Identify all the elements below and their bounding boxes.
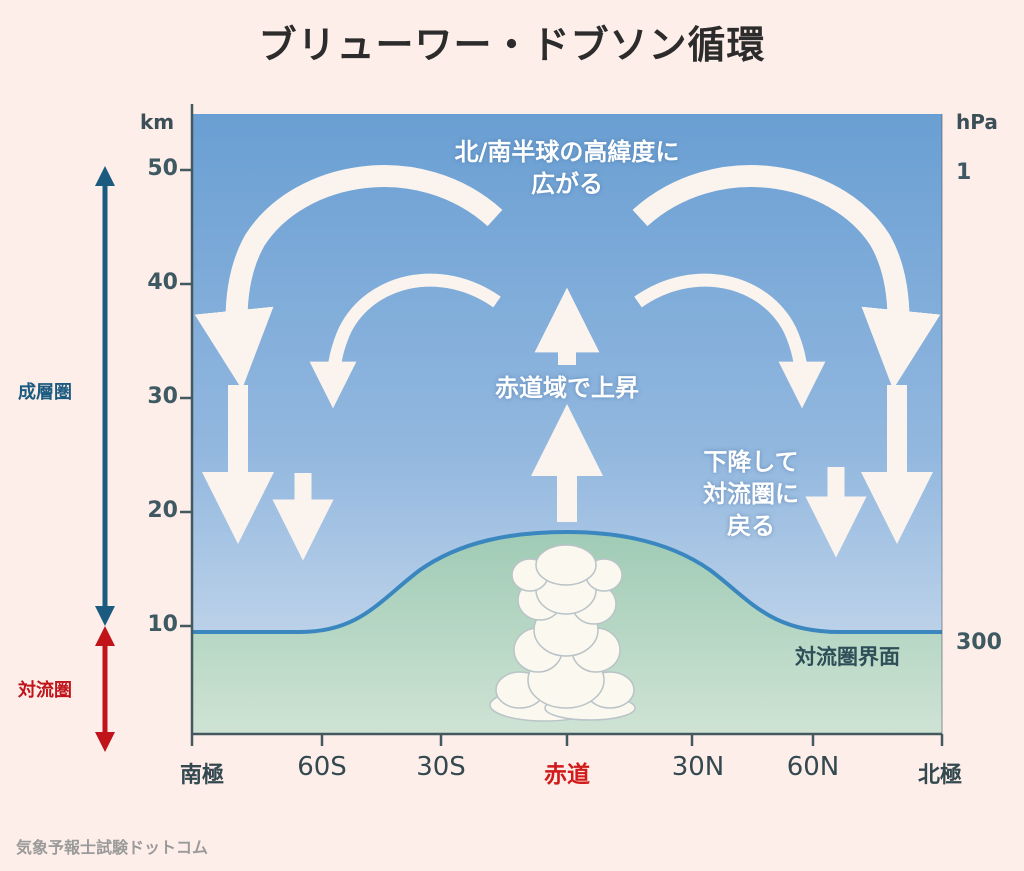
km-tick-50: 50 xyxy=(147,156,178,181)
x-label-equator: 赤道 xyxy=(544,762,590,788)
spread-line-2: 広がる xyxy=(531,170,603,198)
stratosphere-label: 成層圏 xyxy=(18,382,72,403)
x-ticks xyxy=(190,734,944,746)
outer-arc-north xyxy=(632,165,941,390)
troposphere-range-arrow xyxy=(95,626,115,752)
descend-annotation: 下降して 対流圏に 戻る xyxy=(676,446,826,542)
tropopause-line xyxy=(192,529,942,634)
km-tick-40: 40 xyxy=(147,270,178,295)
diagram-title: ブリューワー・ドブソン循環 xyxy=(258,23,766,67)
descend-line-2: 対流圏に xyxy=(703,480,799,508)
x-label-30s: 30S xyxy=(416,752,466,782)
x-label-south-pole: 南極 xyxy=(179,763,225,788)
footer-credit: 気象予報士試験ドットコム xyxy=(16,838,209,857)
tropopause-label: 対流圏界面 xyxy=(795,645,900,669)
outer-arc-south xyxy=(194,165,503,390)
stratosphere-range-arrow xyxy=(95,166,115,626)
circulation-arrows xyxy=(194,165,941,561)
rise-annotation: 赤道域で上昇 xyxy=(495,374,639,402)
spread-annotation: 北/南半球の高緯度に 広がる xyxy=(407,136,727,200)
x-label-60s: 60S xyxy=(297,752,347,782)
x-label-60n: 60N xyxy=(786,752,840,782)
km-unit-label: km xyxy=(140,110,175,134)
hpa-tick-300: 300 xyxy=(956,630,1002,655)
km-tick-20: 20 xyxy=(147,498,178,523)
cumulonimbus-cloud xyxy=(489,544,636,722)
x-label-north-pole: 北極 xyxy=(917,763,963,788)
inner-arc-south xyxy=(309,273,501,409)
x-label-30n: 30N xyxy=(671,752,725,782)
spread-line-1: 北/南半球の高緯度に xyxy=(454,138,680,166)
km-tick-30: 30 xyxy=(147,384,178,409)
troposphere-label: 対流圏 xyxy=(18,680,72,701)
descend-line-3: 戻る xyxy=(727,512,775,540)
hpa-unit-label: hPa xyxy=(956,110,998,134)
inner-arc-north xyxy=(634,273,826,409)
hpa-tick-1: 1 xyxy=(956,160,972,185)
descend-line-1: 下降して xyxy=(703,448,799,476)
km-tick-10: 10 xyxy=(147,612,178,637)
y-ticks xyxy=(180,168,192,628)
